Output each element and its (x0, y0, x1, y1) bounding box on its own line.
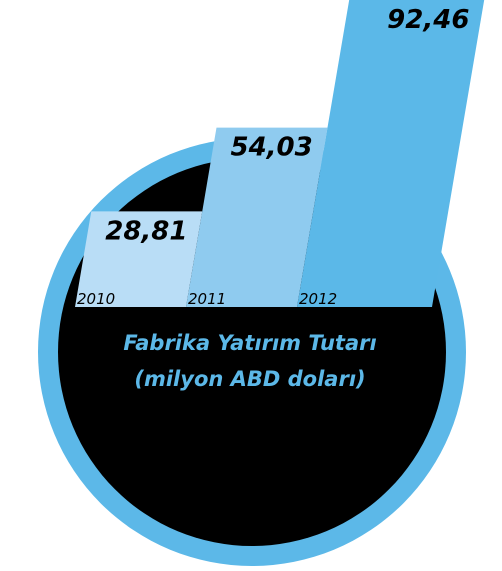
chart-title: Fabrika Yatırım Tutarı (123, 331, 376, 355)
category-label: 2010 (77, 290, 115, 308)
value-label: 28,81 (105, 216, 187, 246)
bar (297, 0, 485, 307)
category-label: 2012 (299, 290, 337, 308)
bars (75, 0, 485, 308)
category-label: 2011 (188, 290, 226, 308)
chart-subtitle: (milyon ABD doları) (134, 367, 365, 391)
value-label: 92,46 (387, 5, 469, 35)
bar (186, 127, 328, 308)
value-label: 54,03 (230, 133, 312, 163)
bar (75, 211, 203, 307)
